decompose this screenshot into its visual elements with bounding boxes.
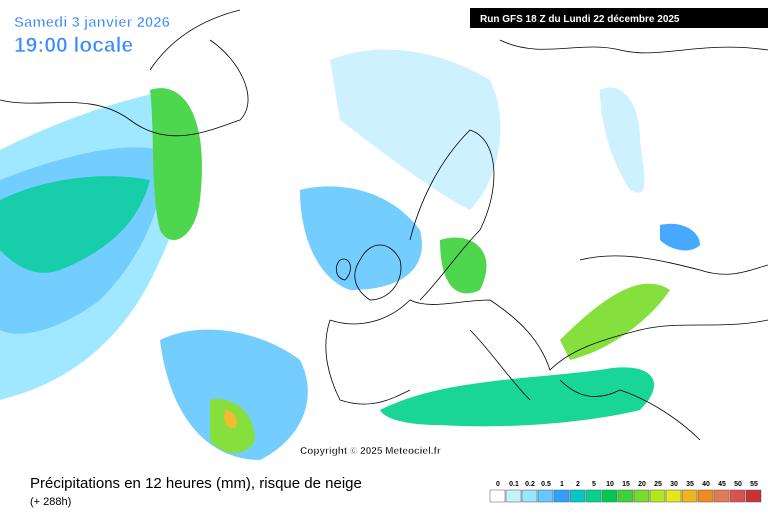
legend-swatch <box>745 489 762 503</box>
legend-swatch <box>569 489 586 503</box>
legend-swatch <box>633 489 650 503</box>
legend-swatch <box>681 489 698 503</box>
legend-swatch <box>505 489 522 503</box>
legend-label: 55 <box>750 481 758 488</box>
run-banner <box>470 8 768 28</box>
legend-swatch <box>489 489 506 503</box>
date-text: Samedi 3 janvier 2026 <box>14 14 170 31</box>
time-text: 19:00 locale <box>14 34 133 57</box>
precipitation-fields <box>0 49 700 460</box>
legend-swatch <box>729 489 746 503</box>
legend-label: 0.5 <box>541 481 551 488</box>
legend-swatch <box>649 489 666 503</box>
legend-label: 5 <box>592 481 596 488</box>
legend-label: 40 <box>702 481 710 488</box>
legend: 0 0.1 0.2 0.5 1 2 5 10 15 20 25 30 35 40 45 50 55 <box>489 481 762 503</box>
legend-swatch <box>585 489 602 503</box>
legend-label: 10 <box>606 481 614 488</box>
legend-swatch <box>521 489 538 503</box>
legend-swatch <box>553 489 570 503</box>
legend-swatch <box>665 489 682 503</box>
legend-label: 35 <box>686 481 694 488</box>
legend-swatch <box>697 489 714 503</box>
legend-swatch <box>617 489 634 503</box>
coastlines <box>0 9 768 441</box>
legend-label: 0.2 <box>525 481 535 488</box>
legend-label: 2 <box>576 481 580 488</box>
footer-title: Précipitations en 12 heures (mm), risque… <box>30 475 362 492</box>
legend-label: 25 <box>654 481 662 488</box>
legend-label: 15 <box>622 481 630 488</box>
copyright: Copyright © 2025 Meteociel.fr <box>300 446 441 457</box>
legend-swatch <box>601 489 618 503</box>
map <box>0 9 768 460</box>
legend-label: 45 <box>718 481 726 488</box>
legend-label: 1 <box>560 481 564 488</box>
run-text: Run GFS 18 Z du Lundi 22 décembre 2025 <box>480 14 680 25</box>
legend-swatch <box>537 489 554 503</box>
legend-swatch <box>713 489 730 503</box>
footer-lead: (+ 288h) <box>30 496 71 508</box>
legend-label: 0 <box>496 481 500 488</box>
legend-label: 50 <box>734 481 742 488</box>
legend-label: 30 <box>670 481 678 488</box>
legend-label: 20 <box>638 481 646 488</box>
legend-label: 0.1 <box>509 481 519 488</box>
